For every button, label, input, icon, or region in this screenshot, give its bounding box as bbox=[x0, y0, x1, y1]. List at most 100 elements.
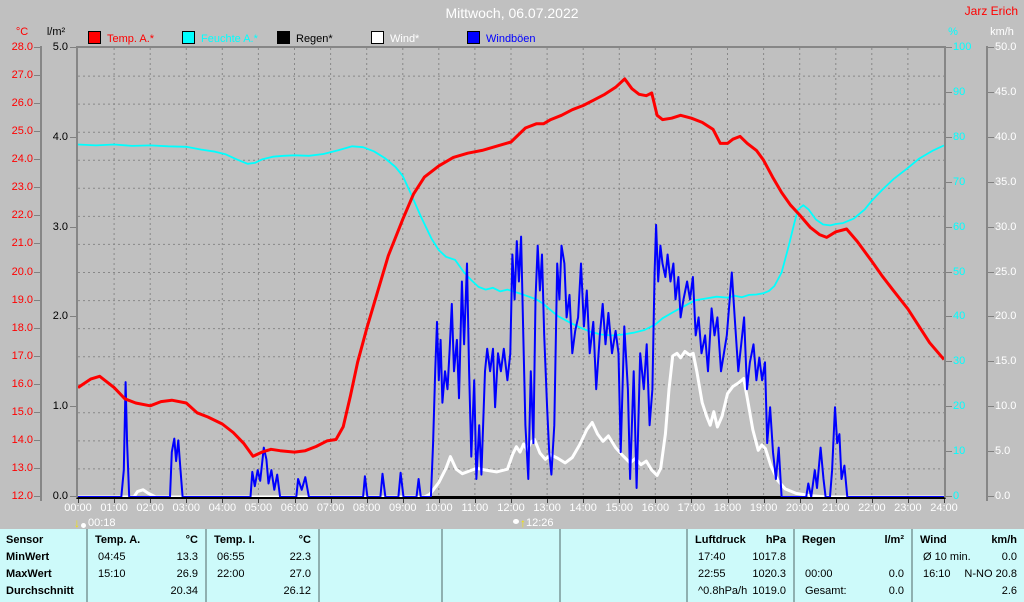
wind-axis-tick-label: 20.0 bbox=[995, 310, 1017, 323]
rain-axis-tick bbox=[70, 47, 76, 48]
table-cell-value bbox=[330, 583, 441, 600]
table-sensor-name: Temp. A. bbox=[95, 534, 141, 546]
x-axis-tick-label: 22:00 bbox=[858, 502, 886, 514]
humidity-axis-tick-label: 20 bbox=[953, 400, 966, 413]
x-axis-tick bbox=[691, 499, 693, 503]
table-cell-value: 2.6 bbox=[1001, 585, 1017, 597]
rain-axis-tick-label: 0.0 bbox=[52, 490, 68, 502]
moon-set-marker: ↓ 00:18 bbox=[74, 516, 116, 530]
grid-lines bbox=[78, 48, 944, 497]
wind-axis-tick-label: 30.0 bbox=[995, 220, 1017, 233]
temp-axis-tick bbox=[34, 467, 40, 469]
legend-item: Temp. A.* bbox=[88, 31, 155, 45]
table-row: ^0.8hPa/h 1019.0 bbox=[688, 583, 793, 600]
x-axis-tick bbox=[366, 499, 368, 503]
temp-axis-tick-label: 18.0 bbox=[11, 321, 33, 334]
table-cell-time: 06:55 bbox=[217, 551, 245, 563]
table-row: 06:55 22.3 bbox=[207, 549, 318, 566]
table-cell-value bbox=[453, 549, 559, 566]
x-axis-tick bbox=[655, 499, 657, 503]
wind-axis-tick bbox=[988, 91, 994, 93]
table-cell-time bbox=[207, 583, 217, 600]
moon-dot-icon bbox=[81, 522, 86, 528]
table-sensor-unit: °C bbox=[298, 534, 311, 546]
table-row-label: MinWert bbox=[6, 551, 50, 563]
table-cell-time: 22:00 bbox=[217, 568, 245, 580]
table-row: 22:00 27.0 bbox=[207, 566, 318, 583]
legend-label: Temp. A.* bbox=[107, 33, 155, 45]
temp-axis-tick-label: 13.0 bbox=[11, 461, 33, 474]
table-cell-value bbox=[571, 549, 686, 566]
table-cell-time: 15:10 bbox=[98, 568, 126, 580]
table-sensor-unit: km/h bbox=[991, 534, 1017, 546]
x-axis-tick-label: 15:00 bbox=[605, 502, 634, 514]
x-axis-tick-label: 23:00 bbox=[894, 502, 922, 514]
legend-item: Regen* bbox=[277, 31, 333, 45]
table-cell-value bbox=[805, 549, 911, 566]
temp-axis-tick bbox=[34, 159, 40, 161]
rain-axis-tick bbox=[70, 496, 76, 497]
table-cell-time bbox=[795, 549, 805, 566]
plot-area[interactable] bbox=[76, 46, 946, 499]
x-axis-tick bbox=[150, 499, 152, 503]
temp-axis-tick-label: 12.0 bbox=[11, 490, 33, 502]
x-axis-tick-label: 16:00 bbox=[641, 502, 670, 514]
table-row bbox=[561, 583, 686, 600]
table-cell-time bbox=[561, 549, 571, 566]
table-sensor-column: Luftdruck hPa 17:40 1017.8 22:55 1020.3 ^0.8hP… bbox=[686, 529, 793, 602]
x-axis-tick-label: 19:00 bbox=[749, 502, 778, 514]
table-cell-value bbox=[571, 566, 686, 583]
humidity-axis-tick-label: 90 bbox=[953, 85, 966, 98]
table-cell-value bbox=[453, 566, 559, 583]
table-sensor-unit bbox=[568, 532, 686, 549]
x-axis-tick-label: 04:00 bbox=[208, 502, 237, 514]
table-header-row: Temp. A. °C bbox=[88, 532, 205, 549]
legend-item: Windböen bbox=[467, 31, 536, 45]
rain-axis-tick-label: 1.0 bbox=[52, 400, 68, 413]
x-axis-tick bbox=[114, 499, 116, 503]
temp-axis-tick-label: 20.0 bbox=[11, 265, 33, 278]
table-row-label-column: Sensor MinWert MaxWert Durchschnitt bbox=[0, 529, 86, 602]
table-cell-time: Gesamt: bbox=[805, 585, 847, 597]
table-sensor-name: Temp. I. bbox=[214, 534, 255, 546]
table-sensor-column bbox=[318, 529, 441, 602]
x-axis-tick bbox=[222, 499, 224, 503]
table-cell-value: 27.0 bbox=[289, 568, 311, 580]
x-axis-tick-label: 03:00 bbox=[172, 502, 201, 514]
table-cell-time bbox=[561, 583, 571, 600]
x-axis-tick bbox=[944, 499, 945, 503]
humidity-axis-tick-label: 100 bbox=[953, 41, 972, 53]
table-cell-time bbox=[88, 583, 98, 600]
table-header-row bbox=[443, 532, 559, 549]
humidity-axis-tick-label: 30 bbox=[953, 355, 966, 368]
table-cell-time bbox=[443, 549, 453, 566]
wind-axis-tick bbox=[988, 496, 994, 497]
table-cell-value: 26.9 bbox=[176, 568, 198, 580]
legend-swatch-icon bbox=[371, 31, 384, 44]
table-cell-time bbox=[443, 583, 453, 600]
table-row-label: Durchschnitt bbox=[6, 585, 74, 597]
table-row-label: Sensor bbox=[6, 534, 44, 546]
table-sensor-name: Wind bbox=[920, 534, 947, 546]
table-cell-time: ^0.8hPa/h bbox=[698, 585, 748, 597]
table-row: 17:40 1017.8 bbox=[688, 549, 793, 566]
legend-swatch-icon bbox=[467, 31, 480, 44]
wind-axis-ruler bbox=[986, 46, 988, 501]
x-axis-tick-label: 17:00 bbox=[677, 502, 706, 514]
temp-axis-tick-label: 17.0 bbox=[11, 349, 33, 362]
temp-axis-tick bbox=[34, 299, 40, 301]
x-axis-tick bbox=[871, 499, 873, 503]
temp-axis-tick-label: 25.0 bbox=[11, 125, 33, 138]
x-axis-tick bbox=[474, 499, 476, 503]
table-cell-time bbox=[913, 583, 923, 600]
x-axis-tick bbox=[799, 499, 801, 503]
humidity-axis-tick bbox=[946, 316, 952, 318]
humidity-axis-tick-label: 10 bbox=[953, 445, 966, 458]
table-sensor-column: Temp. A. °C 04:45 13.3 15:10 26.9 20.34 bbox=[86, 529, 205, 602]
humidity-axis-tick bbox=[946, 181, 952, 183]
temp-axis-tick bbox=[34, 439, 40, 441]
table-sensor-unit: l/m² bbox=[884, 534, 904, 546]
table-cell-value bbox=[330, 566, 441, 583]
x-axis-tick-label: 10:00 bbox=[425, 502, 453, 514]
table-row bbox=[561, 549, 686, 566]
